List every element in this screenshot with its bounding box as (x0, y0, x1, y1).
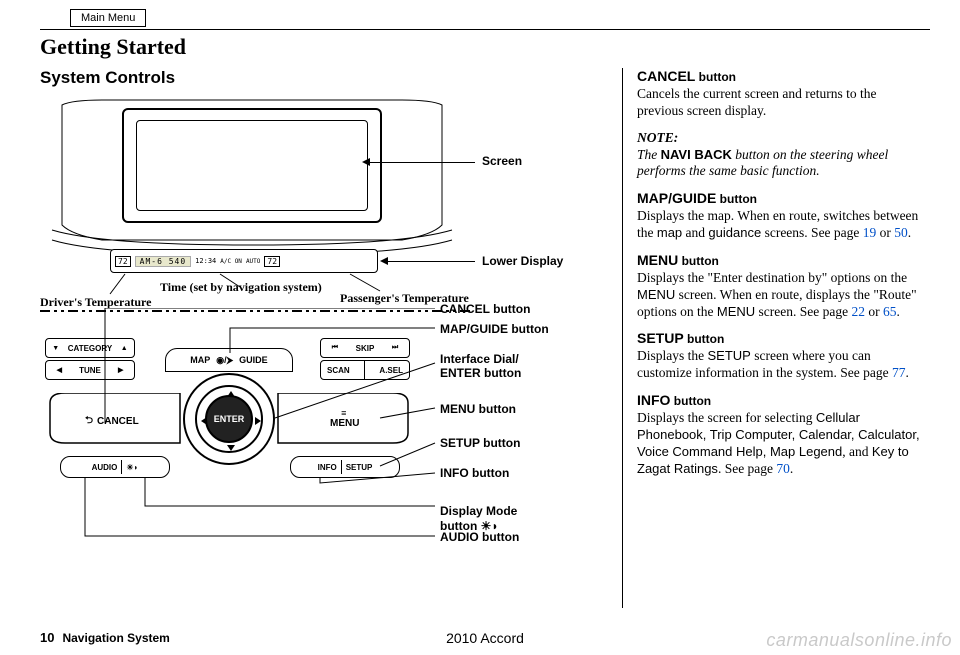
displaymode-callout: Display Mode button ☀◗ (440, 490, 517, 533)
cancel-head: CANCEL (637, 68, 695, 84)
lower-leaders-svg (40, 308, 610, 568)
info-callout: INFO button (440, 466, 509, 480)
page-link-77[interactable]: 77 (892, 365, 906, 380)
menu-word: MENU (637, 287, 675, 302)
right-column: CANCEL button Cancels the current screen… (622, 68, 922, 608)
main-menu-button[interactable]: Main Menu (70, 9, 146, 27)
info-body-2: , and (842, 444, 872, 459)
section-title: System Controls (40, 68, 610, 88)
button-word: button (695, 70, 736, 84)
time-callout: Time (set by navigation system) (160, 280, 322, 295)
info-head: INFO (637, 392, 670, 408)
button-word: button (670, 394, 711, 408)
info-body-1: Displays the screen for selecting (637, 410, 816, 425)
button-word: button (678, 254, 719, 268)
upper-diagram: 72 AM-6 540 12:34 A/C ON AUTO 72 Screen … (40, 94, 610, 324)
setup-head: SETUP (637, 330, 684, 346)
setup-section: SETUP button Displays the SETUP screen w… (637, 330, 922, 382)
navi-back-label: NAVI BACK (661, 147, 732, 162)
page-link-65[interactable]: 65 (883, 304, 897, 319)
mapguide-section: MAP/GUIDE button Displays the map. When … (637, 190, 922, 242)
period: . (790, 461, 793, 476)
period: . (896, 304, 899, 319)
page-link-22[interactable]: 22 (851, 304, 865, 319)
note-head: NOTE: (637, 130, 678, 145)
or-text: or (876, 225, 894, 240)
top-rule (40, 29, 930, 30)
system-name: Navigation System (62, 631, 169, 645)
lower-diagram: ▼ CATEGORY ▲ ◀ TUNE ▶ ⏮ SKIP ⏭ (40, 308, 610, 563)
menu-body-3: screen. See page (755, 304, 851, 319)
watermark: carmanualsonline.info (766, 630, 952, 651)
page-link-70[interactable]: 70 (776, 461, 790, 476)
interface-callout: Interface Dial/ ENTER button (440, 352, 521, 381)
model-year: 2010 Accord (446, 630, 524, 646)
cancel-callout: CANCEL button (440, 302, 530, 316)
mapguide-callout: MAP/GUIDE button (440, 322, 549, 336)
lower-display-callout: Lower Display (482, 254, 563, 268)
mapguide-head: MAP/GUIDE (637, 190, 716, 206)
info-body-3: . See page (718, 461, 776, 476)
button-word: button (716, 192, 757, 206)
map-word: map (657, 225, 682, 240)
info-section: INFO button Displays the screen for sele… (637, 392, 922, 477)
menu-section: MENU button Displays the "Enter destinat… (637, 252, 922, 321)
page-link-50[interactable]: 50 (894, 225, 908, 240)
menu-callout: MENU button (440, 402, 516, 416)
menu-word-2: MENU (717, 304, 755, 319)
menu-head: MENU (637, 252, 678, 268)
setup-body-1: Displays the (637, 348, 708, 363)
period: . (908, 225, 911, 240)
menu-body-1: Displays the "Enter destination by" opti… (637, 270, 907, 285)
page-link-19[interactable]: 19 (863, 225, 877, 240)
page-number: 10 (40, 630, 54, 645)
cancel-body: Cancels the current screen and returns t… (637, 86, 877, 118)
setup-word: SETUP (708, 348, 751, 363)
setup-callout: SETUP button (440, 436, 520, 450)
note-section: NOTE: The NAVI BACK button on the steeri… (637, 130, 922, 181)
note-pre: The (637, 147, 661, 162)
chapter-title: Getting Started (40, 34, 930, 60)
audio-callout: AUDIO button (440, 530, 519, 544)
left-column: System Controls 72 AM-6 540 1 (40, 68, 610, 608)
screen-callout: Screen (482, 154, 522, 168)
period: . (905, 365, 908, 380)
or-text: or (865, 304, 883, 319)
cancel-section: CANCEL button Cancels the current screen… (637, 68, 922, 120)
button-word: button (684, 332, 725, 346)
guidance-word: guidance (708, 225, 761, 240)
map-body-2: and (682, 225, 708, 240)
map-body-3: screens. See page (761, 225, 863, 240)
